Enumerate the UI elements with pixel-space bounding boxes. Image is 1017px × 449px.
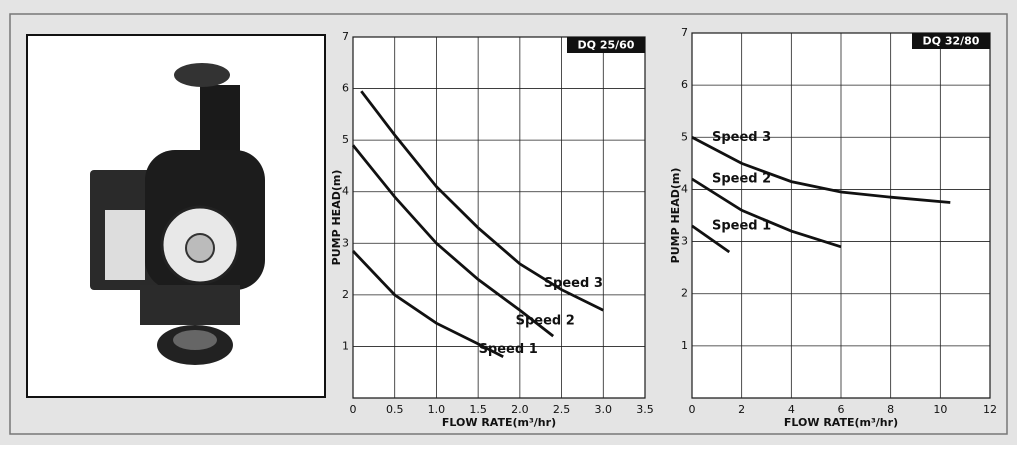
y-tick-label: 5: [342, 133, 349, 146]
y-axis-label: PUMP HEAD(m): [330, 170, 343, 266]
series-label: Speed 1: [712, 218, 771, 233]
series-label: Speed 2: [712, 172, 771, 187]
y-tick-label: 5: [681, 130, 688, 143]
y-tick-label: 6: [342, 82, 349, 95]
x-tick-label: 0: [350, 403, 357, 416]
y-tick-label: 4: [681, 182, 688, 195]
x-tick-label: 4: [788, 403, 795, 416]
x-axis-label: FLOW RATE(m³/hr): [442, 416, 556, 429]
page: 00.51.01.52.02.53.03.51234567FLOW RATE(m…: [0, 0, 1017, 445]
y-tick-label: 4: [342, 185, 349, 198]
chart-title: DQ 25/60: [578, 39, 635, 52]
x-tick-label: 1.5: [469, 403, 487, 416]
y-tick-label: 3: [342, 236, 349, 249]
y-tick-label: 1: [342, 339, 349, 352]
y-tick-label: 2: [681, 287, 688, 300]
series-label: Speed 3: [712, 130, 771, 145]
x-tick-label: 2: [738, 403, 745, 416]
series-label: Speed 3: [544, 276, 603, 291]
product-photo: [27, 35, 325, 397]
y-tick-label: 7: [342, 30, 349, 43]
y-tick-label: 7: [681, 26, 688, 39]
x-tick-label: 3.5: [636, 403, 654, 416]
x-tick-label: 1.0: [428, 403, 446, 416]
x-tick-label: 0: [689, 403, 696, 416]
series-label: Speed 1: [479, 342, 538, 357]
x-tick-label: 12: [983, 403, 997, 416]
x-tick-label: 2.0: [511, 403, 529, 416]
x-tick-label: 8: [887, 403, 894, 416]
x-axis-label: FLOW RATE(m³/hr): [784, 416, 898, 429]
x-tick-label: 6: [838, 403, 845, 416]
chart-title: DQ 32/80: [923, 35, 980, 48]
x-tick-label: 3.0: [595, 403, 613, 416]
y-tick-label: 3: [681, 235, 688, 248]
x-tick-label: 2.5: [553, 403, 571, 416]
x-tick-label: 10: [933, 403, 947, 416]
y-tick-label: 2: [342, 288, 349, 301]
series-label: Speed 2: [516, 314, 575, 329]
x-tick-label: 0.5: [386, 403, 404, 416]
y-tick-label: 1: [681, 339, 688, 352]
y-tick-label: 6: [681, 78, 688, 91]
y-axis-label: PUMP HEAD(m): [669, 168, 682, 264]
